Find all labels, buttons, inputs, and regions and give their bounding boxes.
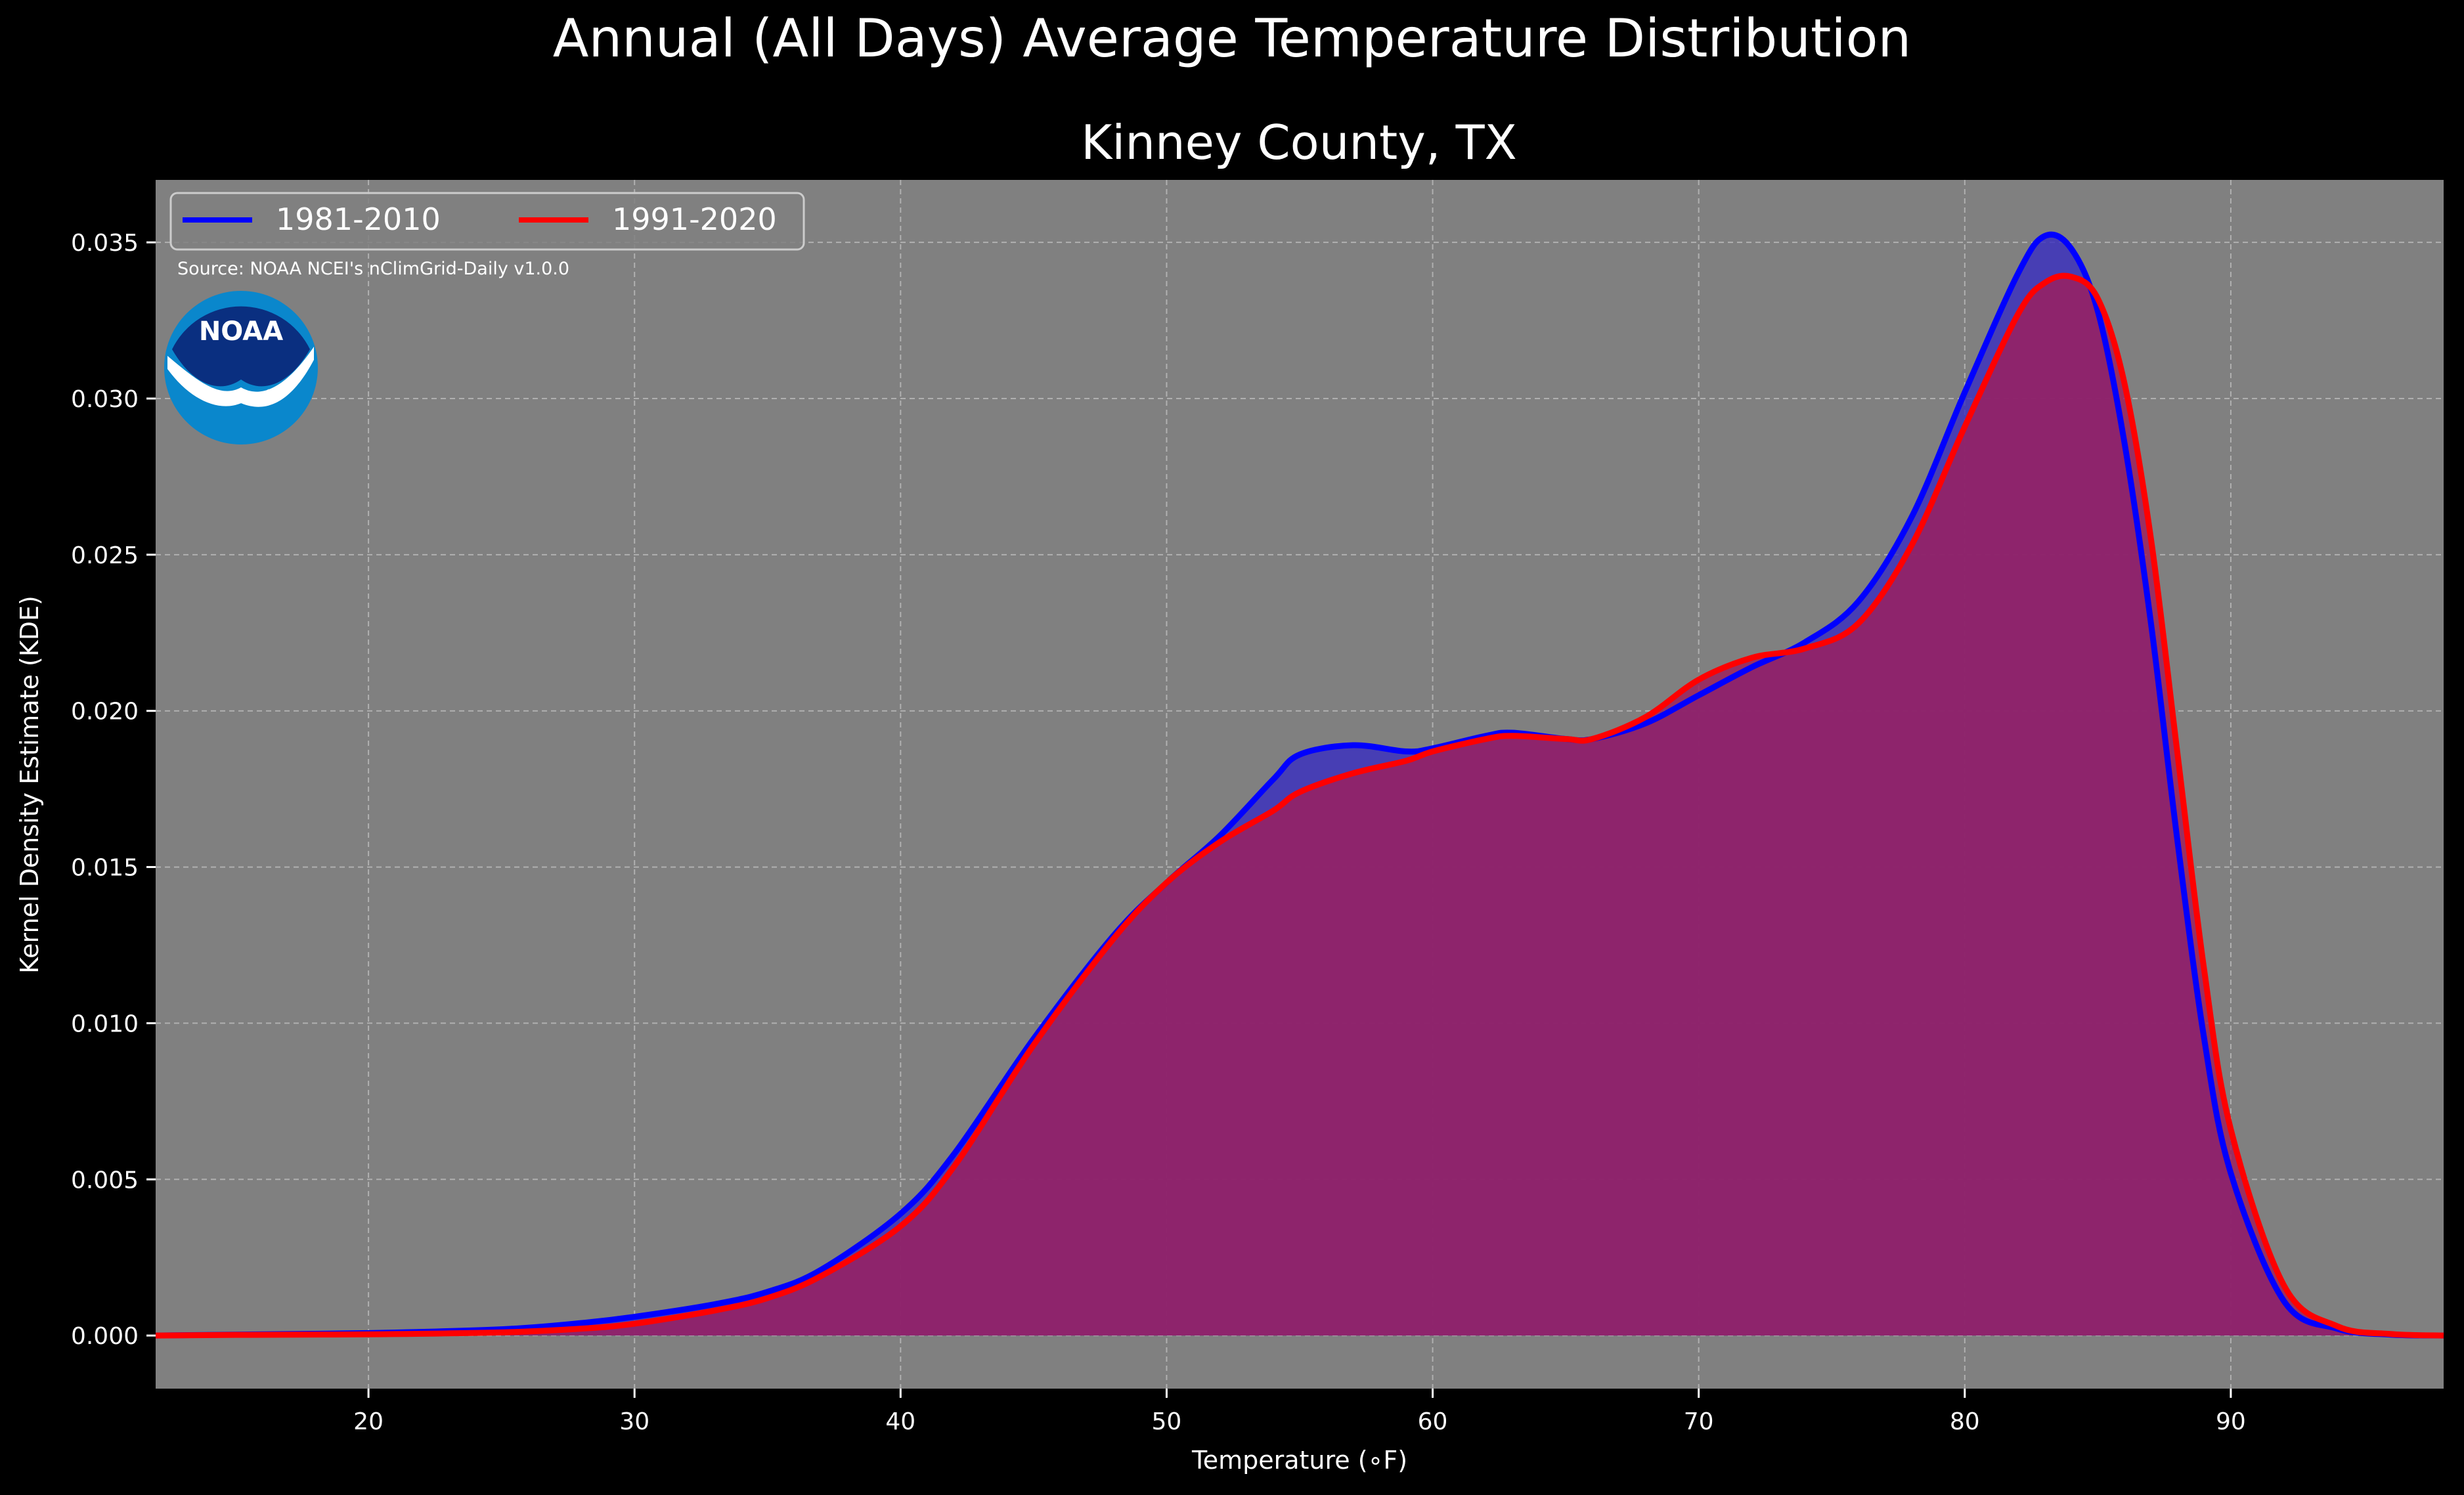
chart-title: Annual (All Days) Average Temperature Di…: [553, 8, 1911, 69]
y-tick-label: 0.025: [71, 542, 139, 569]
y-tick-label: 0.030: [71, 386, 139, 413]
y-tick-label: 0.010: [71, 1010, 139, 1037]
x-tick-label: 30: [619, 1408, 649, 1435]
legend-label-1981-2010: 1981-2010: [276, 202, 441, 237]
x-tick-label: 20: [353, 1408, 384, 1435]
y-axis: 0.000 0.005 0.010 0.015 0.020 0.025 0.030 0.035: [71, 230, 156, 1350]
source-note: Source: NOAA NCEI's nClimGrid-Daily v1.0…: [177, 259, 569, 279]
y-tick-label: 0.035: [71, 230, 139, 257]
x-tick-label: 90: [2216, 1408, 2246, 1435]
x-tick-label: 40: [885, 1408, 915, 1435]
series-lines: [155, 231, 2444, 1339]
series-area-1991-2020: [156, 275, 2444, 1336]
legend-label-1991-2020: 1991-2020: [612, 202, 777, 237]
chart-subtitle: Kinney County, TX: [1081, 115, 1517, 170]
x-tick-label: 60: [1418, 1408, 1448, 1435]
noaa-logo-text: NOAA: [199, 316, 283, 347]
legend-box: [169, 192, 805, 251]
y-tick-label: 0.005: [71, 1167, 139, 1194]
x-tick-label: 50: [1152, 1408, 1182, 1435]
y-tick-label: 0.020: [71, 699, 139, 726]
y-tick-label: 0.000: [71, 1323, 139, 1350]
x-axis-label: Temperature (∘F): [1191, 1446, 1407, 1475]
legend: 1981-2010 1991-2020: [169, 192, 805, 251]
y-axis-label: Kernel Density Estimate (KDE): [15, 596, 44, 974]
x-axis: 20 30 40 50 60 70 80 90: [353, 1389, 2246, 1435]
series-line-1991-2020: [155, 272, 2444, 1339]
x-tick-label: 70: [1684, 1408, 1714, 1435]
x-tick-label: 80: [1950, 1408, 1980, 1435]
y-tick-label: 0.015: [71, 855, 139, 882]
noaa-logo: NOAA: [164, 291, 318, 444]
series-areas: [156, 234, 2444, 1336]
